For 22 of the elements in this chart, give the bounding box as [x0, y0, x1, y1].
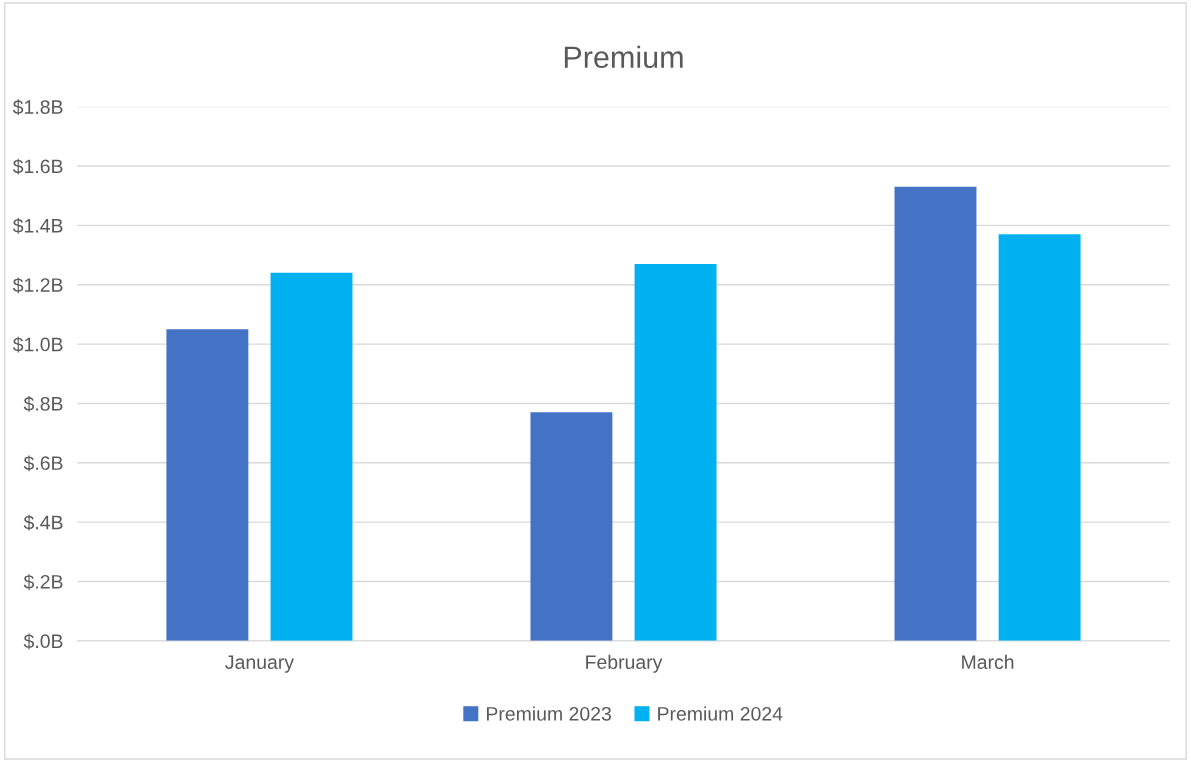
x-tick-label: March: [962, 654, 1014, 670]
chart-title: Premium: [564, 45, 683, 69]
y-tick-label: $1.8B: [12, 99, 63, 116]
y-tick-label: $1.4B: [12, 218, 63, 234]
y-tick-label: $1.6B: [12, 158, 63, 175]
y-tick-label: $.6B: [23, 455, 63, 472]
bar: [634, 263, 717, 641]
y-tick-label: $1.2B: [12, 277, 63, 294]
bar: [998, 234, 1081, 641]
y-tick-label: $.4B: [23, 514, 63, 531]
legend-label: Premium 2023: [486, 706, 611, 721]
y-tick-label: $.2B: [23, 574, 63, 590]
bar: [530, 412, 613, 641]
y-tick-label: $1.0B: [12, 336, 63, 353]
y-tick-label: $.0B: [23, 633, 63, 650]
bar: [166, 329, 249, 641]
bar: [270, 272, 353, 641]
x-tick-label: January: [225, 655, 294, 673]
x-tick-label: February: [586, 654, 663, 673]
bar: [894, 186, 977, 641]
legend-label: Premium 2024: [658, 706, 783, 721]
y-tick-label: $.8B: [23, 396, 63, 412]
